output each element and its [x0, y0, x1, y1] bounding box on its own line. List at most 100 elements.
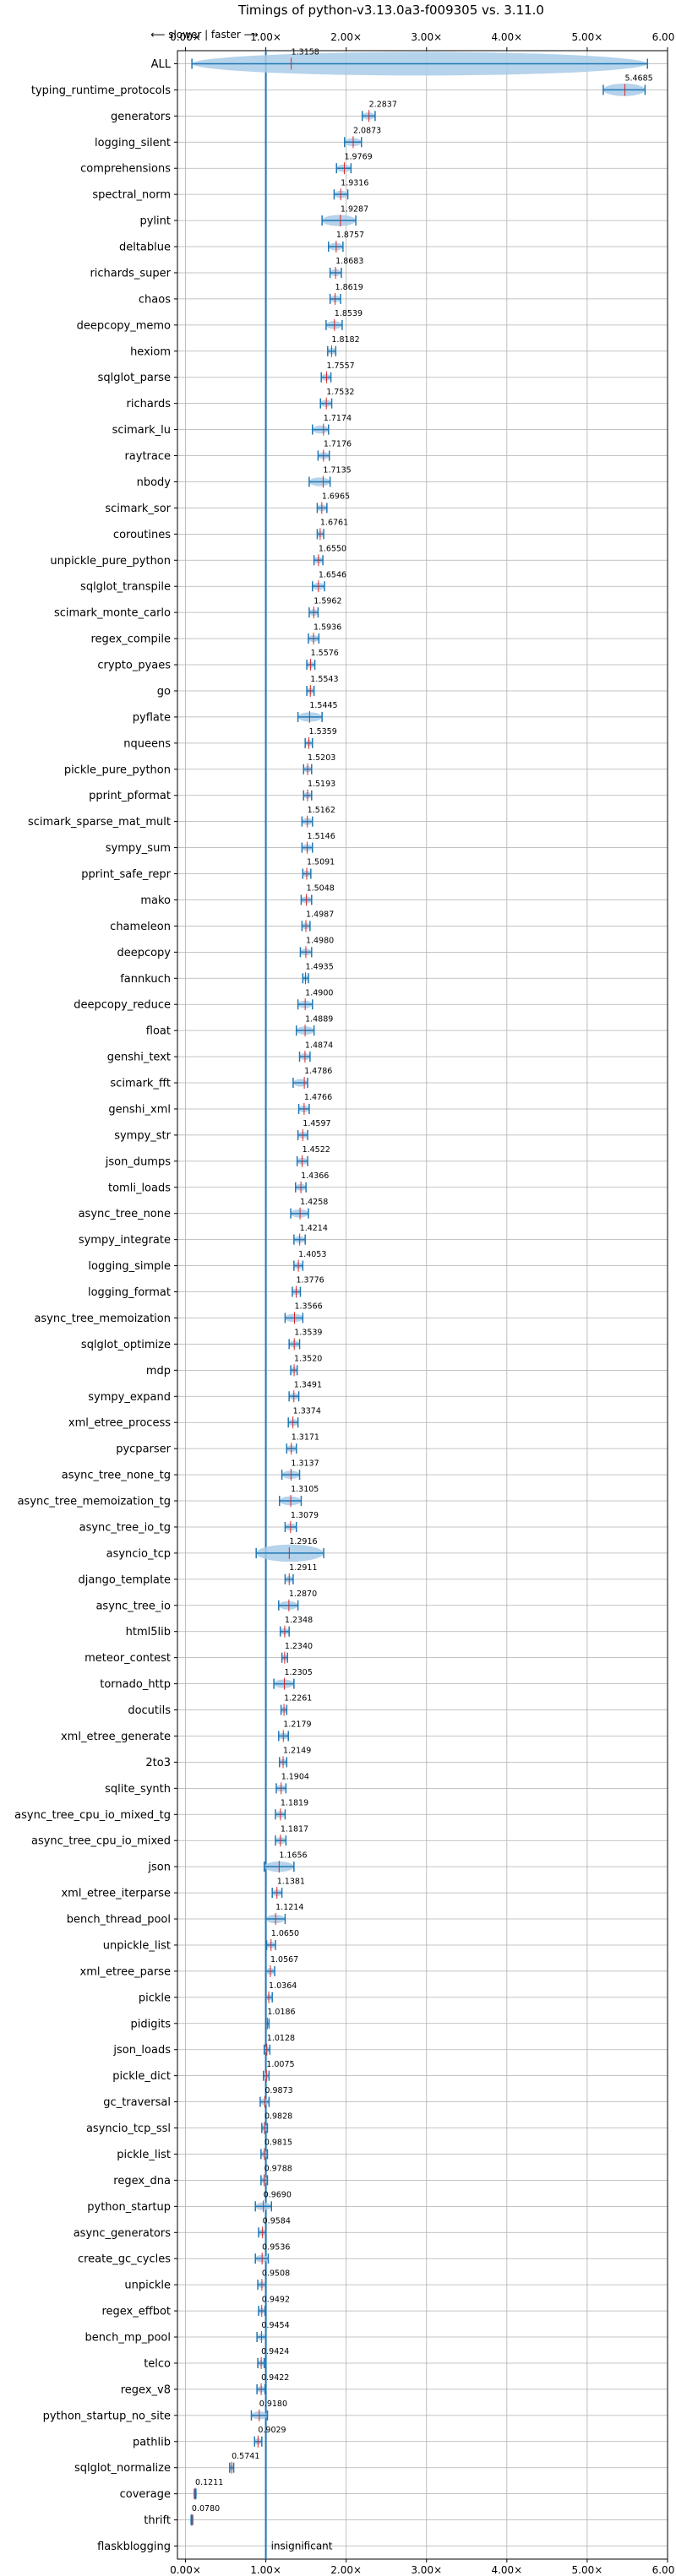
value-label: 0.9424 [261, 2347, 289, 2356]
category-label: scimark_monte_carlo [54, 607, 171, 620]
value-label: 1.2348 [285, 1616, 313, 1625]
value-label: 0.9584 [263, 2216, 291, 2225]
value-label: 1.4597 [303, 1119, 330, 1128]
value-label: 0.9180 [259, 2399, 287, 2409]
category-label: nqueens [123, 737, 171, 750]
category-label: async_generators [74, 2227, 172, 2240]
value-label: 1.2916 [289, 1537, 317, 1546]
category-label: xml_etree_generate [61, 1731, 171, 1743]
value-label: 1.3374 [293, 1406, 321, 1416]
category-label: raytrace [124, 450, 171, 463]
x-tick-label-top: 4.00× [491, 31, 522, 43]
category-label: async_tree_memoization_tg [18, 1496, 171, 1508]
value-label: 1.8757 [336, 231, 364, 240]
value-label: 0.9828 [264, 2112, 292, 2122]
value-label: 1.5193 [308, 780, 335, 789]
category-label: tornado_http [100, 1678, 171, 1691]
value-label: 2.0873 [353, 126, 381, 135]
value-label: 1.4987 [306, 910, 334, 920]
category-label: richards_super [90, 267, 171, 280]
value-label: 1.2870 [289, 1590, 317, 1599]
value-label: 1.4258 [300, 1198, 328, 1207]
category-label: pickle_pure_python [64, 764, 171, 776]
value-label: 1.4980 [306, 937, 334, 946]
category-label: regex_compile [90, 633, 171, 646]
category-label: async_tree_memoization [34, 1312, 171, 1325]
x-tick-label-bottom: 0.00× [170, 2564, 201, 2576]
category-label: unpickle [124, 2280, 171, 2292]
x-tick-label-top: 3.00× [411, 31, 442, 43]
value-label: 0.9492 [262, 2295, 290, 2304]
category-label: regex_dna [113, 2175, 171, 2187]
category-label: pycparser [116, 1443, 171, 1456]
category-label: xml_etree_parse [80, 1965, 171, 1978]
value-label: 1.4522 [303, 1145, 330, 1155]
category-label: xml_etree_iterparse [61, 1888, 171, 1900]
category-label: bench_thread_pool [67, 1914, 171, 1927]
value-label: 1.5359 [309, 727, 337, 736]
value-label: 1.1904 [281, 1773, 309, 1782]
category-label: async_tree_none_tg [62, 1470, 171, 1482]
value-label: 1.5543 [310, 675, 338, 684]
category-label: pprint_safe_repr [81, 868, 171, 881]
value-label: 1.3137 [291, 1459, 319, 1468]
value-label: 1.8619 [335, 283, 363, 292]
category-label: html5lib [126, 1626, 171, 1639]
value-label: 1.6550 [319, 544, 346, 553]
category-label: unpickle_pure_python [50, 555, 171, 568]
category-label: async_tree_none [79, 1208, 171, 1220]
category-label: sqlite_synth [105, 1783, 171, 1796]
value-label: 0.9873 [264, 2086, 292, 2095]
value-label: 1.0186 [267, 2008, 295, 2017]
value-label: 1.5445 [309, 701, 337, 710]
value-label: 0.0780 [192, 2504, 220, 2514]
value-label: 1.9316 [341, 178, 368, 187]
value-label: 1.5091 [307, 858, 335, 867]
grid-layer [177, 51, 668, 2559]
category-label: sympy_integrate [79, 1234, 171, 1247]
value-label: 0.9815 [264, 2139, 292, 2148]
value-label: 1.5146 [308, 832, 335, 841]
category-label: chameleon [110, 921, 171, 933]
value-label: 1.6761 [320, 519, 348, 528]
category-label: sqlglot_parse [98, 372, 171, 384]
category-label: mdp [146, 1365, 171, 1378]
category-label: scimark_sparse_mat_mult [28, 816, 171, 829]
category-label: spectral_norm [92, 189, 171, 202]
value-label: 1.7135 [323, 466, 351, 476]
value-label: 1.4900 [305, 988, 333, 997]
marks-layer [190, 52, 648, 2526]
category-label: fannkuch [120, 973, 171, 986]
value-label: 1.2305 [285, 1668, 313, 1677]
category-label: sqlglot_normalize [74, 2462, 171, 2475]
category-label: async_tree_cpu_io_mixed_tg [14, 1809, 171, 1822]
value-label: 1.6965 [322, 492, 350, 502]
category-label: asyncio_tcp [106, 1547, 171, 1560]
category-label: python_startup [87, 2201, 171, 2214]
category-label: 2to3 [145, 1757, 171, 1769]
value-label: 0.1211 [195, 2478, 223, 2487]
category-label: pickle_dict [112, 2070, 171, 2083]
category-label: crypto_pyaes [97, 660, 171, 672]
category-label: sympy_expand [88, 1391, 171, 1404]
value-label: 1.7174 [324, 414, 352, 423]
value-label: 1.7557 [326, 361, 354, 371]
value-label: 1.3171 [292, 1432, 319, 1442]
value-label: 1.4766 [304, 1093, 332, 1102]
category-label: flaskblogging [97, 2541, 171, 2553]
category-label: pylint [139, 215, 171, 228]
category-label: regex_effbot [101, 2306, 171, 2318]
category-label: async_tree_io_tg [79, 1521, 171, 1534]
value-label: 1.7532 [326, 388, 354, 397]
category-label: deltablue [119, 242, 171, 254]
category-label: generators [111, 111, 171, 123]
category-label: unpickle_list [103, 1939, 171, 1952]
category-label: scimark_lu [112, 424, 171, 437]
category-label: asyncio_tcp_ssl [86, 2122, 171, 2135]
category-label: genshi_xml [108, 1103, 171, 1116]
category-label: json_loads [112, 2044, 171, 2057]
category-label: bench_mp_pool [84, 2332, 171, 2345]
category-label: gc_traversal [103, 2096, 171, 2109]
category-label: async_tree_cpu_io_mixed [31, 1835, 171, 1848]
